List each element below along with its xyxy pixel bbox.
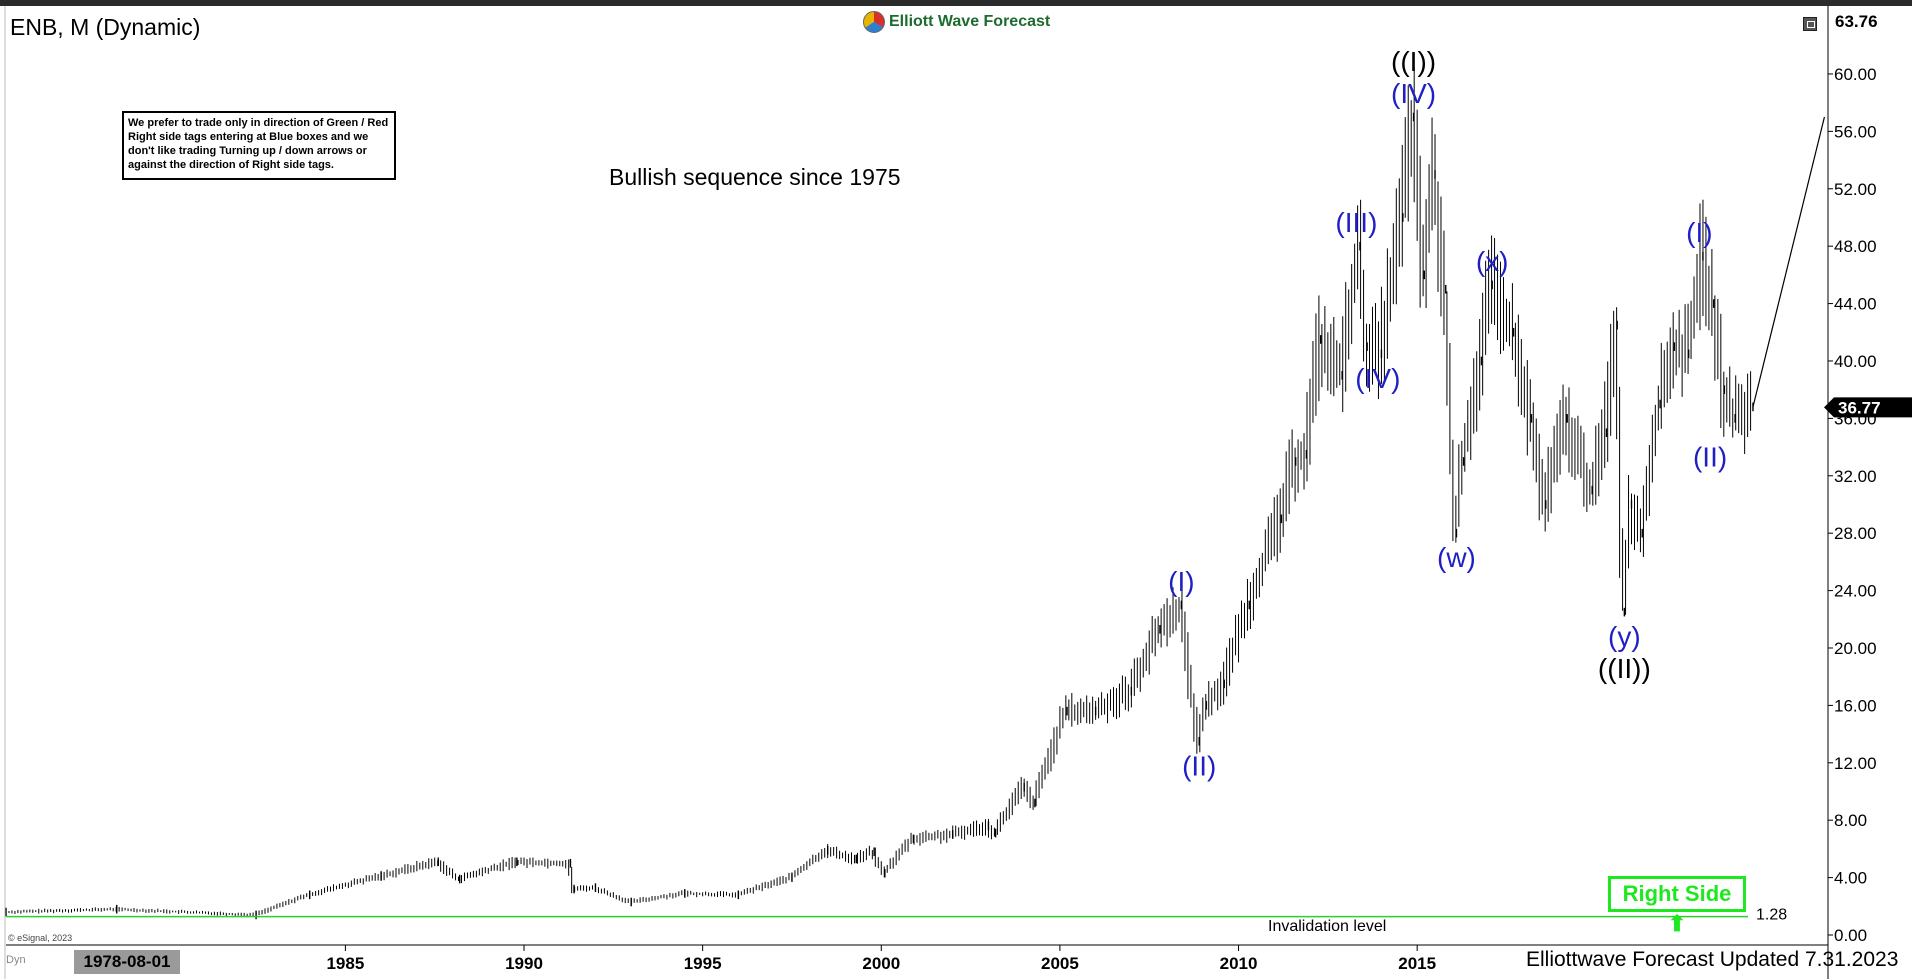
wave-label: (II) bbox=[1182, 750, 1216, 781]
right-side-label: Right Side bbox=[1622, 881, 1732, 906]
wave-label: (III) bbox=[1335, 207, 1377, 238]
invalidation-value-label: 1.28 bbox=[1756, 907, 1787, 924]
window-top-border bbox=[0, 0, 1912, 6]
wave-label: ((II)) bbox=[1598, 653, 1651, 684]
trading-note: We prefer to trade only in direction of … bbox=[122, 111, 396, 180]
wave-label: (II) bbox=[1693, 442, 1727, 473]
price-tick-label: 8.00 bbox=[1834, 811, 1867, 830]
time-tick-label: 1995 bbox=[684, 954, 722, 973]
wave-label: (x) bbox=[1476, 246, 1509, 277]
wave-label: (IV) bbox=[1355, 363, 1400, 394]
price-tick-label: 60.00 bbox=[1834, 65, 1877, 84]
price-tick-label: 24.00 bbox=[1834, 582, 1877, 601]
brand-name: Elliott Wave Forecast bbox=[889, 13, 1051, 30]
time-tick-label: 1985 bbox=[326, 954, 364, 973]
time-tick-label: 1990 bbox=[505, 954, 543, 973]
price-axis-max-label: 63.76 bbox=[1835, 12, 1878, 31]
time-tick-label: 2010 bbox=[1220, 954, 1258, 973]
price-tick-label: 32.00 bbox=[1834, 467, 1877, 486]
current-price-label: 36.77 bbox=[1838, 398, 1881, 417]
wave-label: (y) bbox=[1608, 621, 1641, 652]
copyright-text: © eSignal, 2023 bbox=[8, 933, 73, 943]
price-tick-label: 4.00 bbox=[1834, 869, 1867, 888]
wave-label: ((I)) bbox=[1391, 46, 1436, 77]
right-side-tag: Right Side ⬆ bbox=[1608, 876, 1746, 936]
price-tick-label: 12.00 bbox=[1834, 754, 1877, 773]
time-tick-label: 2005 bbox=[1041, 954, 1079, 973]
brand-icon bbox=[863, 11, 885, 33]
price-tick-label: 48.00 bbox=[1834, 237, 1877, 256]
restore-window-icon[interactable] bbox=[1803, 17, 1817, 31]
time-tick-label: 2000 bbox=[862, 954, 900, 973]
wave-label: (I) bbox=[1686, 217, 1712, 248]
invalidation-label: Invalidation level bbox=[1268, 918, 1387, 935]
cursor-date: 1978-08-01 bbox=[74, 950, 180, 974]
price-tick-label: 28.00 bbox=[1834, 524, 1877, 543]
dyn-label: Dyn bbox=[6, 954, 26, 966]
price-tick-label: 0.00 bbox=[1834, 926, 1867, 945]
price-tick-label: 52.00 bbox=[1834, 180, 1877, 199]
symbol-title: ENB, M (Dynamic) bbox=[10, 14, 201, 40]
brand-logo: Elliott Wave Forecast bbox=[863, 11, 1050, 33]
updated-label: Elliottwave Forecast Updated 7.31.2023 bbox=[1526, 948, 1899, 971]
price-tick-label: 56.00 bbox=[1834, 122, 1877, 141]
projection-line bbox=[1752, 116, 1826, 408]
price-tick-label: 40.00 bbox=[1834, 352, 1877, 371]
time-tick-label: 2015 bbox=[1398, 954, 1436, 973]
price-tick-label: 16.00 bbox=[1834, 696, 1877, 715]
wave-label: (w) bbox=[1437, 542, 1476, 573]
chart-subtitle: Bullish sequence since 1975 bbox=[609, 164, 901, 190]
wave-label: (I) bbox=[1168, 566, 1194, 597]
current-price-tag bbox=[1824, 397, 1912, 418]
price-tick-label: 20.00 bbox=[1834, 639, 1877, 658]
price-tick-label: 44.00 bbox=[1834, 295, 1877, 314]
wave-label: (IV) bbox=[1391, 78, 1436, 109]
up-arrow-icon: ⬆ bbox=[1667, 911, 1687, 936]
